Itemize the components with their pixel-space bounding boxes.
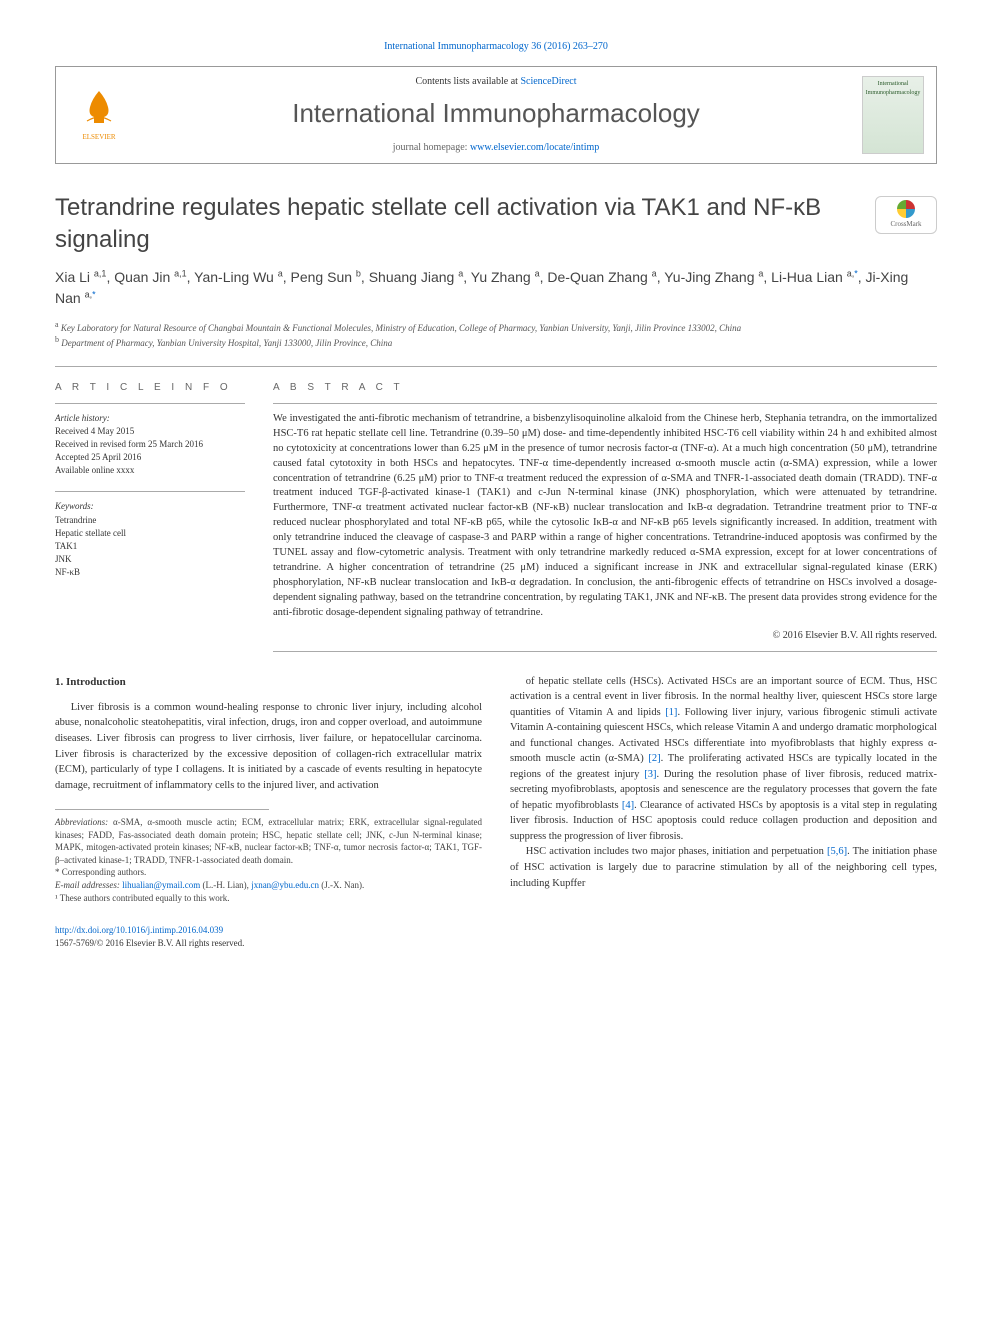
contents-available-line: Contents lists available at ScienceDirec… xyxy=(130,75,862,89)
affiliations: a Key Laboratory for Natural Resource of… xyxy=(55,319,937,350)
keywords-block: Keywords: Tetrandrine Hepatic stellate c… xyxy=(55,500,245,579)
keyword: JNK xyxy=(55,553,245,566)
sciencedirect-link[interactable]: ScienceDirect xyxy=(520,76,576,87)
abstract-heading: A B S T R A C T xyxy=(273,381,937,395)
journal-cover-thumbnail: International Immunopharmacology xyxy=(862,76,924,154)
history-received: Received 4 May 2015 xyxy=(55,425,245,438)
journal-homepage-line: journal homepage: www.elsevier.com/locat… xyxy=(130,141,862,155)
body-column-right: of hepatic stellate cells (HSCs). Activa… xyxy=(510,674,937,905)
section-heading-introduction: 1. Introduction xyxy=(55,674,482,690)
crossmark-label: CrossMark xyxy=(890,220,921,230)
keyword: Tetrandrine xyxy=(55,514,245,527)
footnotes: Abbreviations: α-SMA, α-smooth muscle ac… xyxy=(55,816,482,904)
keyword: Hepatic stellate cell xyxy=(55,527,245,540)
footer-left: http://dx.doi.org/10.1016/j.intimp.2016.… xyxy=(55,924,244,949)
ref-link[interactable]: [2] xyxy=(648,753,660,764)
keyword: TAK1 xyxy=(55,540,245,553)
affiliation-a: a Key Laboratory for Natural Resource of… xyxy=(55,319,937,335)
ref-link[interactable]: [4] xyxy=(622,800,634,811)
history-label: Article history: xyxy=(55,412,245,425)
ref-link[interactable]: [1] xyxy=(665,707,677,718)
intro-paragraph-1: Liver fibrosis is a common wound-healing… xyxy=(55,700,482,793)
history-online: Available online xxxx xyxy=(55,464,245,477)
divider xyxy=(273,403,937,404)
divider xyxy=(55,491,245,492)
article-history: Article history: Received 4 May 2015 Rec… xyxy=(55,412,245,477)
issn-copyright: 1567-5769/© 2016 Elsevier B.V. All right… xyxy=(55,937,244,950)
email-footnote: E-mail addresses: lihualian@ymail.com (L… xyxy=(55,879,482,892)
keywords-label: Keywords: xyxy=(55,500,245,513)
crossmark-icon xyxy=(897,200,915,218)
intro-paragraph-2: of hepatic stellate cells (HSCs). Activa… xyxy=(510,674,937,845)
abstract-copyright: © 2016 Elsevier B.V. All rights reserved… xyxy=(273,629,937,643)
doi-link[interactable]: http://dx.doi.org/10.1016/j.intimp.2016.… xyxy=(55,925,223,935)
divider xyxy=(55,403,245,404)
body-column-left: 1. Introduction Liver fibrosis is a comm… xyxy=(55,674,482,905)
divider xyxy=(273,651,937,652)
ref-link[interactable]: [5,6] xyxy=(827,846,847,857)
intro-paragraph-3: HSC activation includes two major phases… xyxy=(510,844,937,891)
affiliation-b: b Department of Pharmacy, Yanbian Univer… xyxy=(55,334,937,350)
email-link-nan[interactable]: jxnan@ybu.edu.cn xyxy=(251,880,319,890)
divider xyxy=(55,366,937,367)
elsevier-logo: ELSEVIER xyxy=(68,79,130,151)
author-list: Xia Li a,1, Quan Jin a,1, Yan-Ling Wu a,… xyxy=(55,267,937,309)
email-link-lian[interactable]: lihualian@ymail.com xyxy=(122,880,200,890)
elsevier-tree-icon xyxy=(82,87,116,133)
article-info-heading: A R T I C L E I N F O xyxy=(55,381,245,395)
article-title: Tetrandrine regulates hepatic stellate c… xyxy=(55,192,845,254)
history-accepted: Accepted 25 April 2016 xyxy=(55,451,245,464)
journal-title: International Immunopharmacology xyxy=(130,95,862,131)
history-revised: Received in revised form 25 March 2016 xyxy=(55,438,245,451)
abstract-text: We investigated the anti-fibrotic mechan… xyxy=(273,412,937,621)
citation-link[interactable]: International Immunopharmacology 36 (201… xyxy=(384,41,608,52)
abbreviations-footnote: Abbreviations: α-SMA, α-smooth muscle ac… xyxy=(55,816,482,866)
corresponding-footnote: * Corresponding authors. xyxy=(55,866,482,879)
keyword: NF-κB xyxy=(55,566,245,579)
journal-header-box: ELSEVIER Contents lists available at Sci… xyxy=(55,66,937,164)
crossmark-badge[interactable]: CrossMark xyxy=(875,196,937,234)
running-header: International Immunopharmacology 36 (201… xyxy=(55,40,937,54)
footnote-divider xyxy=(55,809,269,810)
journal-homepage-link[interactable]: www.elsevier.com/locate/intimp xyxy=(470,142,599,153)
ref-link[interactable]: [3] xyxy=(644,769,656,780)
elsevier-label: ELSEVIER xyxy=(82,133,115,143)
equal-contribution-footnote: ¹ These authors contributed equally to t… xyxy=(55,892,482,905)
